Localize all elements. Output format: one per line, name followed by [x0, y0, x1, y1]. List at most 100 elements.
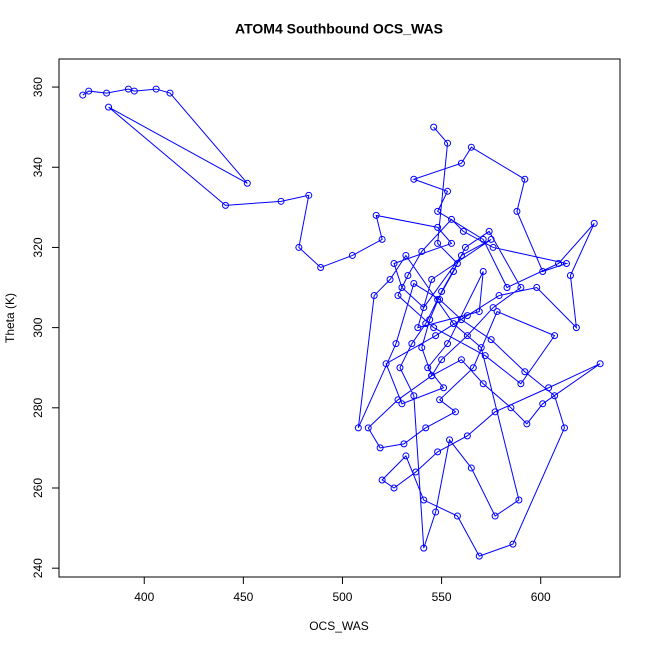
- data-point: [457, 251, 465, 259]
- data-point: [130, 87, 138, 95]
- data-point: [590, 219, 598, 227]
- data-point: [491, 408, 499, 416]
- data-point: [396, 364, 404, 372]
- data-point: [475, 552, 483, 560]
- data-point: [390, 484, 398, 492]
- data-point: [410, 175, 418, 183]
- data-point: [370, 292, 378, 300]
- data-point: [448, 239, 456, 247]
- data-point: [485, 227, 493, 235]
- data-point: [428, 372, 436, 380]
- data-point: [469, 364, 477, 372]
- data-point: [420, 544, 428, 552]
- data-point: [489, 304, 497, 312]
- data-point: [463, 432, 471, 440]
- data-point: [434, 207, 442, 215]
- data-point: [222, 201, 230, 209]
- data-point: [551, 332, 559, 340]
- data-point: [430, 123, 438, 131]
- data-point: [448, 215, 456, 223]
- data-point: [295, 243, 303, 251]
- data-point: [243, 179, 251, 187]
- y-tick-label: 280: [31, 397, 45, 417]
- x-tick-label: 600: [531, 590, 551, 604]
- data-point: [444, 187, 452, 195]
- data-point: [493, 308, 501, 316]
- data-point: [596, 360, 604, 368]
- data-point: [461, 243, 469, 251]
- x-tick-label: 400: [134, 590, 154, 604]
- data-point: [453, 512, 461, 520]
- data-point: [392, 340, 400, 348]
- data-point: [479, 380, 487, 388]
- data-point: [449, 320, 457, 328]
- chart-title: ATOM4 Southbound OCS_WAS: [235, 21, 443, 37]
- data-point: [378, 476, 386, 484]
- y-tick-label: 340: [31, 157, 45, 177]
- data-point: [463, 332, 471, 340]
- data-point: [364, 424, 372, 432]
- data-point: [424, 364, 432, 372]
- data-point: [420, 496, 428, 504]
- data-point: [378, 235, 386, 243]
- data-point: [410, 280, 418, 288]
- data-point: [434, 448, 442, 456]
- y-tick-label: 300: [31, 317, 45, 337]
- data-point: [124, 85, 132, 93]
- data-point: [414, 324, 422, 332]
- data-point: [382, 360, 390, 368]
- data-point: [317, 263, 325, 271]
- data-point: [390, 259, 398, 267]
- data-point: [277, 197, 285, 205]
- data-point: [354, 424, 362, 432]
- data-point: [503, 284, 511, 292]
- data-point: [422, 320, 430, 328]
- data-point: [509, 540, 517, 548]
- data-point: [539, 400, 547, 408]
- data-point: [410, 392, 418, 400]
- data-point: [477, 344, 485, 352]
- data-point: [426, 316, 434, 324]
- data-point: [305, 191, 313, 199]
- data-point: [521, 175, 529, 183]
- data-point: [515, 496, 523, 504]
- data-point: [463, 312, 471, 320]
- data-point: [438, 356, 446, 364]
- data-point: [386, 276, 394, 284]
- data-point: [400, 440, 408, 448]
- data-point: [457, 356, 465, 364]
- data-point: [398, 400, 406, 408]
- data-point: [436, 296, 444, 304]
- data-point: [408, 340, 416, 348]
- data-point: [418, 247, 426, 255]
- data-point: [562, 259, 570, 267]
- data-point: [545, 384, 553, 392]
- data-point: [372, 211, 380, 219]
- data-point: [507, 404, 515, 412]
- data-point: [432, 508, 440, 516]
- data-point: [551, 392, 559, 400]
- y-axis-label: Theta (K): [3, 293, 17, 343]
- x-tick-label: 500: [332, 590, 352, 604]
- y-tick-label: 320: [31, 237, 45, 257]
- data-point: [418, 344, 426, 352]
- x-tick-label: 550: [432, 590, 452, 604]
- data-point: [491, 512, 499, 520]
- data-point: [566, 272, 574, 280]
- data-point: [539, 267, 547, 275]
- data-point: [412, 468, 420, 476]
- data-point: [438, 288, 446, 296]
- data-point: [420, 304, 428, 312]
- y-tick-label: 360: [31, 77, 45, 97]
- data-point: [475, 308, 483, 316]
- data-point: [444, 139, 452, 147]
- data-point: [479, 235, 487, 243]
- data-point: [517, 284, 525, 292]
- data-point: [402, 251, 410, 259]
- x-tick-label: 450: [233, 590, 253, 604]
- data-point: [444, 340, 452, 348]
- data-point: [523, 420, 531, 428]
- x-axis-label: OCS_WAS: [309, 619, 369, 633]
- y-tick-label: 240: [31, 558, 45, 578]
